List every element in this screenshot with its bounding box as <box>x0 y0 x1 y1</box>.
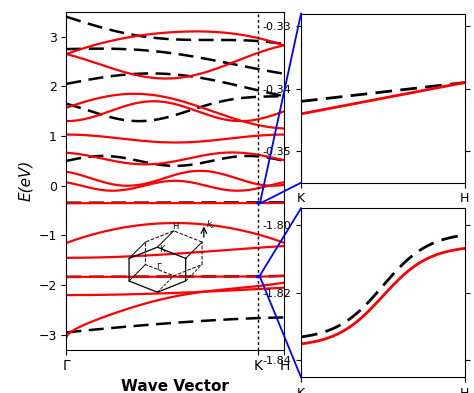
Y-axis label: E(eV): E(eV) <box>18 160 33 202</box>
Text: $k_z$: $k_z$ <box>206 219 216 231</box>
Text: $\Gamma$: $\Gamma$ <box>156 261 163 272</box>
Bar <box>256 275 260 277</box>
Bar <box>256 202 260 204</box>
Text: H: H <box>172 222 178 231</box>
X-axis label: Wave Vector: Wave Vector <box>121 379 229 393</box>
Text: K: K <box>159 245 164 254</box>
